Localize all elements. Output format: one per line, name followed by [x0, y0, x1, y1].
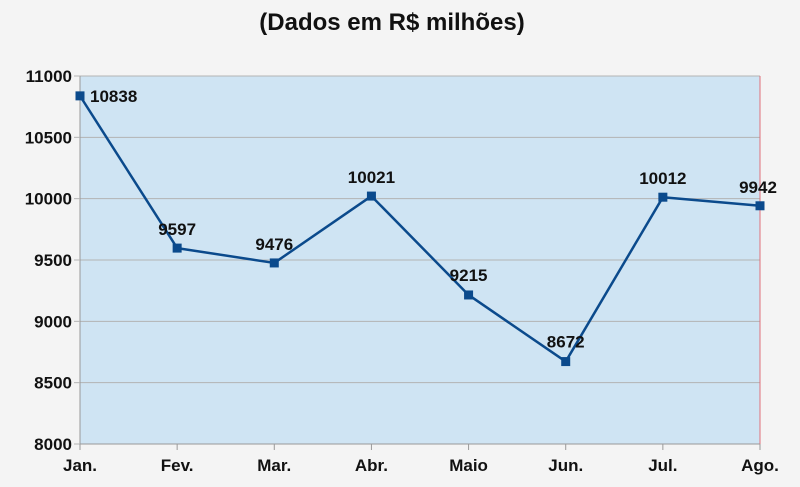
y-tick-label-9000: 9000: [34, 312, 72, 331]
data-label-6: 10012: [639, 169, 686, 188]
data-point-7: [755, 201, 765, 211]
data-label-1: 9597: [158, 220, 196, 239]
x-tick-label-0: Jan.: [63, 456, 97, 475]
data-point-3: [366, 191, 376, 201]
x-tick-label-2: Mar.: [257, 456, 291, 475]
x-tick-label-5: Jun.: [548, 456, 583, 475]
data-label-3: 10021: [348, 168, 395, 187]
x-tick-label-6: Jul.: [648, 456, 677, 475]
data-point-2: [269, 258, 279, 268]
y-axis-ticks: 8000 8500 9000 9500 10000 10500 11000: [25, 67, 80, 454]
data-point-0: [75, 91, 85, 101]
data-label-2: 9476: [255, 235, 293, 254]
data-label-0: 10838: [90, 87, 137, 106]
series-line: [78, 95, 761, 363]
x-tick-label-1: Fev.: [161, 456, 194, 475]
x-axis-ticks: Jan. Fev. Mar. Abr. Maio Jun. Jul. Ago.: [63, 444, 779, 475]
data-labels: 10838 9597 9476 10021 9215 8672 10012 9942: [90, 87, 777, 352]
data-point-4: [464, 290, 474, 300]
data-label-7: 9942: [739, 178, 777, 197]
chart-title: (Dados em R$ milhões): [259, 9, 524, 36]
data-point-5: [561, 357, 571, 367]
data-label-5: 8672: [547, 333, 585, 352]
x-tick-label-7: Ago.: [741, 456, 779, 475]
y-tick-label-10000: 10000: [25, 190, 72, 209]
y-tick-label-11000: 11000: [26, 67, 72, 86]
x-tick-label-4: Maio: [449, 456, 488, 475]
x-tick-label-3: Abr.: [355, 456, 388, 475]
series: [75, 91, 765, 367]
y-tick-label-10500: 10500: [25, 128, 72, 147]
data-point-6: [658, 192, 668, 202]
y-tick-label-9500: 9500: [34, 251, 72, 270]
data-point-1: [172, 243, 182, 253]
y-tick-label-8000: 8000: [34, 435, 72, 454]
data-label-4: 9215: [450, 266, 488, 285]
y-tick-label-8500: 8500: [34, 374, 72, 393]
